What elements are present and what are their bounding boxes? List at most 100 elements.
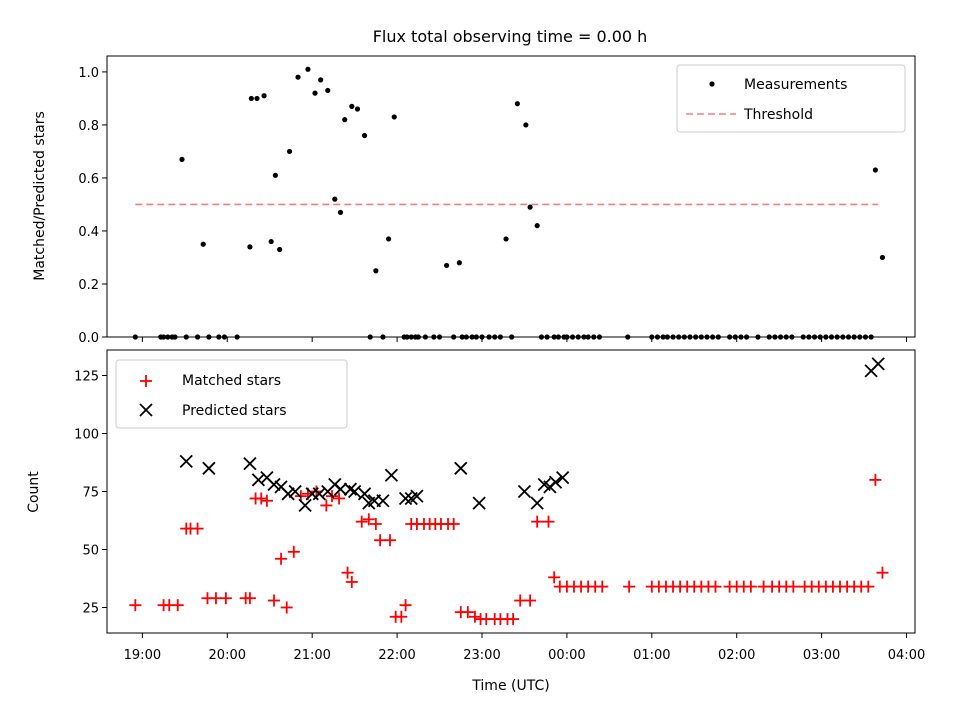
matched-star-point (320, 499, 333, 512)
predicted-star-point (517, 484, 532, 499)
matched-star-point (596, 580, 609, 593)
matched-star-point (461, 606, 474, 619)
matched-star-point (287, 545, 300, 558)
measurement-point (527, 204, 533, 210)
measurement-point (534, 223, 540, 229)
predicted-star-point (333, 482, 348, 496)
predicted-star-point (243, 457, 257, 471)
bottom-x-tick-label: 03:00 (803, 648, 840, 663)
predicted-stars-series (179, 357, 885, 513)
measurement-point (305, 66, 311, 72)
bottom-y-tick-label: 50 (82, 543, 99, 558)
bottom-y-tick-label: 25 (82, 601, 99, 616)
predicted-star-point (376, 494, 390, 508)
predicted-star-point (410, 489, 424, 503)
measurement-point (385, 236, 392, 242)
measurement-point (179, 156, 185, 162)
matched-star-point (548, 571, 561, 584)
matched-star-point (129, 599, 142, 612)
bottom-x-tick-label: 04:00 (888, 648, 925, 663)
bottom-x-tick-label: 19:00 (124, 648, 161, 663)
predicted-star-point (530, 496, 544, 510)
predicted-star-point (179, 454, 193, 468)
matched-star-point (447, 517, 460, 530)
matched-star-point (744, 580, 757, 593)
bottom-x-tick-label: 20:00 (209, 648, 246, 663)
top-legend: Measurements Threshold (676, 64, 906, 133)
matched-star-point (369, 517, 382, 530)
matched-star-point (280, 601, 293, 614)
legend-label-predicted: Predicted stars (182, 403, 287, 419)
measurement-point (261, 93, 267, 99)
bottom-x-tick-label: 02:00 (718, 648, 755, 663)
bottom-x-ticks: 19:00 20:00 21:00 22:00 23:00 00:00 01:00 02:00… (124, 633, 925, 663)
matched-star-point (542, 515, 555, 528)
top-y-tick-label: 0.8 (78, 119, 99, 134)
measurement-point (879, 254, 886, 261)
matched-star-point (787, 580, 800, 593)
matched-star-point (191, 522, 204, 535)
predicted-star-point (343, 482, 358, 496)
bottom-x-tick-label: 23:00 (463, 648, 500, 663)
predicted-star-point (281, 487, 295, 501)
matched-star-point (869, 473, 882, 486)
bottom-x-tick-label: 22:00 (378, 648, 415, 663)
legend-label-threshold: Threshold (743, 107, 813, 123)
measurement-point (349, 103, 355, 109)
measurement-point (277, 246, 283, 253)
predicted-star-point (202, 461, 216, 475)
top-y-tick-label: 1.0 (78, 66, 99, 81)
legend-label-measurements: Measurements (744, 77, 847, 93)
measurement-point (373, 268, 379, 274)
top-ylabel: Matched/Predicted stars (32, 111, 48, 281)
measurement-point (342, 117, 348, 123)
predicted-star-point (357, 487, 372, 501)
matched-star-point (345, 575, 358, 588)
chart-title: Flux total observing time = 0.00 h (373, 27, 648, 46)
matched-star-point (384, 534, 397, 547)
matched-star-point (341, 566, 354, 579)
measurement-point (332, 196, 338, 202)
predicted-star-point (871, 357, 885, 371)
matched-star-point (275, 552, 288, 565)
predicted-star-point (556, 470, 570, 485)
measurement-point (295, 74, 301, 80)
measurement-point (514, 101, 520, 107)
matched-star-point (623, 580, 636, 593)
bottom-x-tick-label: 21:00 (293, 648, 330, 663)
predicted-star-point (398, 491, 413, 506)
measurement-point (444, 262, 450, 269)
matched-star-point (531, 515, 544, 528)
matched-star-point (395, 610, 408, 623)
measurement-point (268, 238, 274, 245)
top-y-ticks: 0.0 0.2 0.4 0.6 0.8 1.0 (78, 66, 107, 346)
measurement-point (872, 167, 878, 173)
legend-marker-predicted (139, 403, 153, 417)
legend-marker-measurements (709, 81, 715, 87)
bottom-xlabel: Time (UTC) (471, 678, 549, 694)
matched-star-point (876, 566, 889, 579)
predicted-star-point (347, 484, 362, 499)
bottom-ylabel: Count (26, 471, 42, 513)
matched-star-point (399, 599, 412, 612)
bottom-legend-box (115, 359, 348, 429)
matched-star-point (468, 610, 481, 623)
measurement-point (503, 236, 509, 242)
matched-star-point (219, 592, 232, 605)
bottom-x-tick-label: 01:00 (633, 648, 670, 663)
predicted-star-point (251, 473, 266, 487)
top-plot-frame (106, 55, 916, 338)
matched-star-point (171, 599, 184, 612)
bottom-plot-frame (106, 349, 916, 634)
measurement-point (325, 87, 331, 94)
matched-star-point (524, 594, 537, 607)
measurement-point (391, 114, 397, 120)
bottom-y-tick-label: 75 (82, 486, 99, 501)
matched-star-point (260, 494, 273, 507)
matched-stars-series (129, 473, 889, 626)
legend-marker-matched (140, 375, 152, 387)
measurement-point (456, 260, 462, 266)
predicted-star-point (384, 468, 399, 482)
legend-label-matched: Matched stars (182, 373, 281, 389)
